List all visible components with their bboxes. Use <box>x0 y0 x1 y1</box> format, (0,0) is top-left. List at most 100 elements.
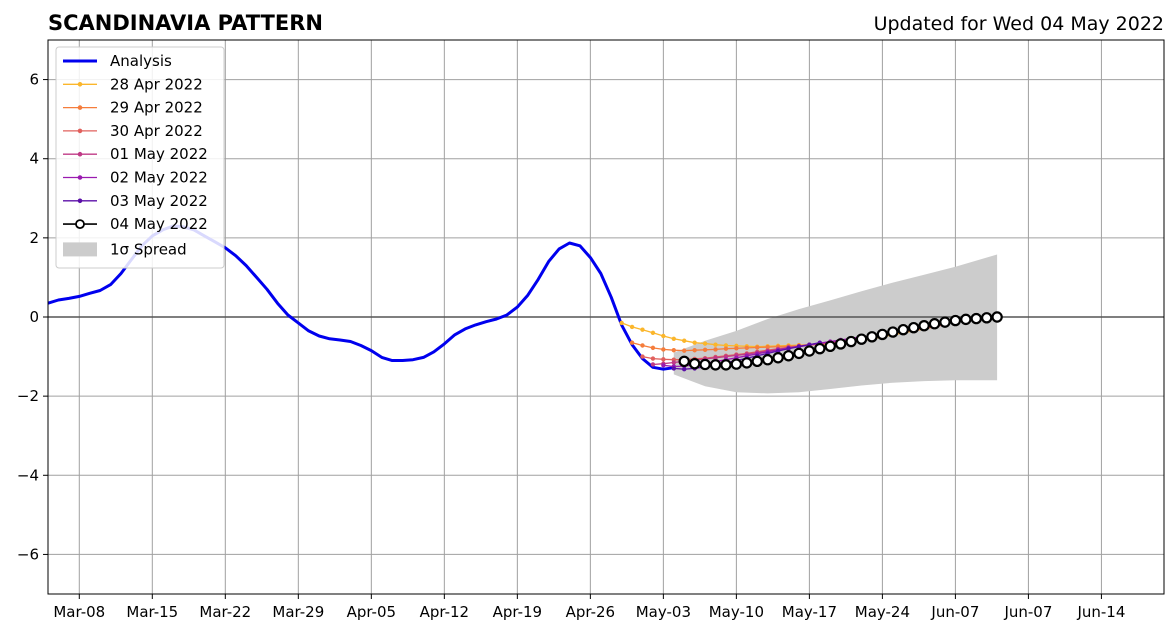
x-tick-label: May-17 <box>782 603 837 621</box>
forecast-point <box>928 318 941 330</box>
legend-label-forecast: 03 May 2022 <box>110 192 208 210</box>
y-tick-label: 6 <box>29 71 39 89</box>
legend-swatch-spread <box>63 242 97 257</box>
forecast-point <box>723 346 729 351</box>
forecast-point <box>734 346 739 351</box>
forecast-point <box>650 330 656 336</box>
forecast-point <box>786 346 791 351</box>
forecast-point <box>661 357 666 362</box>
forecast-point <box>661 347 666 352</box>
forecast-point <box>814 342 826 355</box>
x-tick-label: Jun-07 <box>930 603 979 621</box>
forecast-point <box>751 355 763 368</box>
legend-marker <box>77 105 83 110</box>
forecast-point <box>702 347 708 353</box>
x-tick-label: Mar-15 <box>126 603 178 621</box>
legend-label-forecast: 02 May 2022 <box>110 169 208 187</box>
y-tick-label: −6 <box>17 545 39 563</box>
chart-title: SCANDINAVIA PATTERN <box>48 11 323 35</box>
forecast-point <box>782 350 795 362</box>
forecast-point <box>640 354 645 359</box>
x-tick-label: Jun-07 <box>1003 603 1052 621</box>
forecast-point <box>755 345 760 350</box>
forecast-point <box>629 340 635 345</box>
x-tick-label: May-03 <box>636 603 691 621</box>
forecast-point <box>834 338 847 350</box>
y-tick-label: 4 <box>29 150 39 168</box>
forecast-point <box>640 343 645 348</box>
forecast-point <box>855 333 868 345</box>
legend-label-analysis: Analysis <box>110 52 172 70</box>
forecast-point <box>661 363 666 368</box>
forecast-point <box>939 316 951 328</box>
forecast-point <box>619 320 624 326</box>
forecast-point <box>640 327 645 332</box>
forecast-point <box>991 311 1003 323</box>
forecast-point <box>772 352 784 364</box>
forecast-point <box>650 362 656 367</box>
forecast-point <box>713 342 718 347</box>
x-tick-label: May-10 <box>709 603 764 621</box>
y-tick-label: −2 <box>17 387 39 405</box>
forecast-point <box>650 345 656 351</box>
legend-label-forecast: 01 May 2022 <box>110 145 208 163</box>
forecast-point <box>845 335 857 348</box>
forecast-point <box>720 359 732 371</box>
forecast-point <box>907 321 920 334</box>
forecast-point <box>744 345 750 351</box>
forecast-point <box>803 345 816 357</box>
legend-marker <box>75 219 85 230</box>
legend-marker <box>77 175 83 180</box>
x-tick-label: Mar-22 <box>199 603 251 621</box>
x-tick-label: Apr-19 <box>493 603 543 621</box>
forecast-point <box>761 354 774 366</box>
forecast-point <box>960 313 972 326</box>
x-tick-label: Apr-26 <box>566 603 616 621</box>
legend-label-spread: 1σ Spread <box>110 240 187 258</box>
forecast-point <box>629 324 635 330</box>
legend-marker <box>77 128 83 134</box>
x-tick-label: Mar-29 <box>272 603 324 621</box>
forecast-point <box>866 331 878 343</box>
legend-label-forecast: 04 May 2022 <box>110 215 208 233</box>
forecast-point <box>949 314 962 327</box>
forecast-point <box>682 367 687 372</box>
forecast-point <box>897 323 909 336</box>
legend-marker <box>77 151 83 157</box>
forecast-point <box>887 326 899 338</box>
legend-marker <box>77 198 83 204</box>
forecast-point <box>650 356 656 361</box>
y-tick-label: 2 <box>29 229 39 247</box>
legend-label-forecast: 28 Apr 2022 <box>110 75 203 93</box>
forecast-point <box>918 320 930 332</box>
x-tick-label: Jun-14 <box>1076 603 1125 621</box>
forecast-point <box>713 355 718 360</box>
forecast-point <box>741 357 753 369</box>
forecast-point <box>682 338 687 343</box>
forecast-point <box>661 333 666 339</box>
forecast-point <box>980 312 993 324</box>
legend: Analysis 28 Apr 2022 29 Apr 2022 30 Apr 202… <box>55 46 225 269</box>
forecast-point <box>709 359 722 371</box>
forecast-point <box>702 341 708 346</box>
forecast-point <box>682 348 687 353</box>
forecast-point <box>671 360 676 365</box>
forecast-point <box>793 347 805 360</box>
forecast-point <box>671 336 676 341</box>
x-tick-label: Mar-08 <box>53 603 105 621</box>
forecast-point <box>876 328 889 341</box>
legend-box <box>55 46 225 269</box>
forecast-point <box>730 358 743 370</box>
y-tick-label: −4 <box>17 466 39 484</box>
forecast-point <box>688 357 701 370</box>
forecast-point <box>692 340 697 345</box>
x-tick-label: Apr-12 <box>420 603 470 621</box>
forecast-point <box>713 347 718 352</box>
forecast-point <box>699 358 711 371</box>
chart-subtitle: Updated for Wed 04 May 2022 <box>874 13 1164 35</box>
forecast-point <box>824 340 836 352</box>
forecast-point <box>671 348 676 353</box>
legend-label-forecast: 29 Apr 2022 <box>110 99 203 117</box>
legend-marker <box>77 82 83 87</box>
